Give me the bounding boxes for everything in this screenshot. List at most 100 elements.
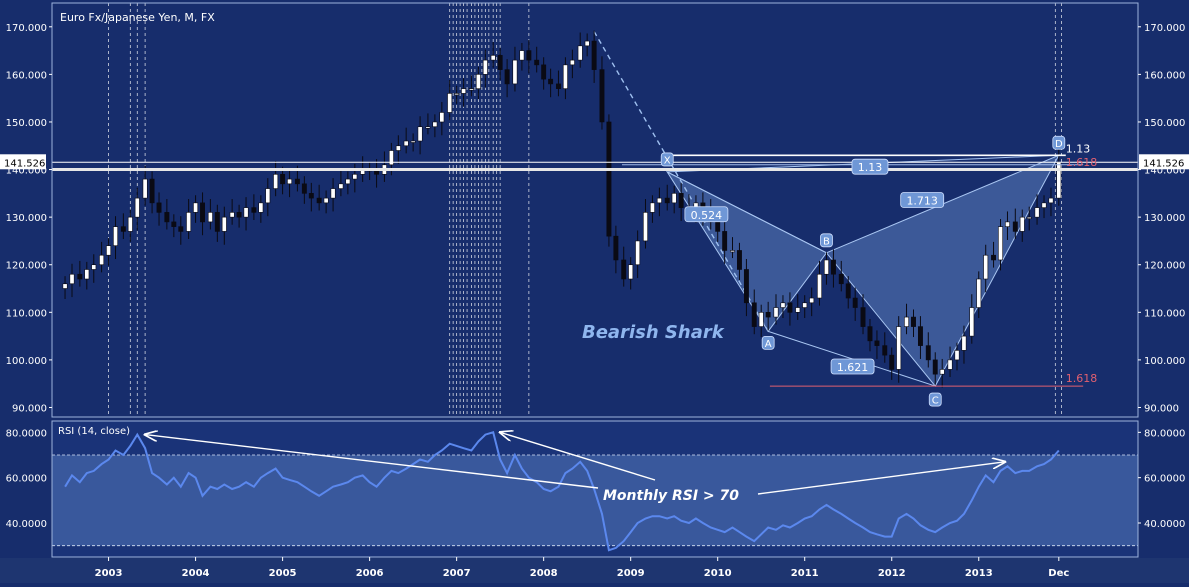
candle-up (961, 335, 967, 351)
candle-down (722, 231, 728, 251)
candle-down (860, 307, 866, 327)
candle-up (142, 178, 148, 199)
price-tag-right-bg (1139, 154, 1189, 170)
candle-down (932, 359, 938, 375)
y-tick-label-left: 100.000 (6, 356, 47, 367)
candle-down (917, 326, 923, 346)
candle-up (221, 216, 227, 232)
candle-up (1026, 216, 1032, 219)
candle-up (983, 254, 989, 280)
candle-up (947, 359, 953, 370)
candle-up (482, 59, 488, 75)
candle-up (229, 212, 235, 218)
candle-down (911, 316, 916, 327)
x-tick-label: 2007 (443, 568, 471, 579)
candle-up (425, 126, 431, 129)
candle-up (649, 202, 655, 213)
candle-down (852, 297, 858, 308)
candle-up (1048, 197, 1054, 204)
candle-up (338, 183, 344, 189)
candle-up (243, 207, 249, 218)
candle-up (287, 178, 293, 185)
candle-down (504, 69, 510, 85)
candle-down (164, 212, 170, 223)
pattern-point-marker (1052, 135, 1066, 150)
y-tick-label-left: 120.000 (6, 261, 47, 272)
ratio-label: 1.13 (858, 161, 883, 174)
price-tag-right: 141.526 (1143, 158, 1184, 169)
candle-down (280, 174, 286, 185)
candle-up (562, 64, 568, 89)
y-tick-label-right: 150.000 (1144, 118, 1185, 129)
pattern-point-label: D (1055, 139, 1063, 150)
x-tick-label: 2004 (182, 568, 210, 579)
pattern-point-label: A (765, 339, 772, 350)
rsi-tick-label-right: 80.0000 (1144, 428, 1185, 439)
candle-down (606, 121, 612, 237)
y-tick-label-left: 140.000 (6, 166, 47, 177)
rsi-arrow-2003 (145, 435, 599, 489)
candle-up (512, 59, 518, 85)
pattern-point-marker (660, 152, 674, 167)
candle-up (388, 150, 394, 166)
y-tick-label-right: 100.000 (1144, 356, 1185, 367)
candle-up (186, 212, 192, 232)
candle-up (113, 226, 118, 246)
candle-down (664, 197, 670, 204)
candle-down (678, 193, 684, 208)
candle-up (584, 40, 590, 47)
candle-down (178, 226, 184, 232)
candle-up (395, 145, 401, 151)
y-tick-label-left: 90.000 (12, 403, 47, 414)
candlesticks (62, 30, 1062, 388)
candle-up (896, 326, 902, 370)
candle-down (171, 221, 177, 227)
candle-up (809, 297, 815, 304)
price-tag-left: 141.526 (4, 158, 45, 169)
y-tick-label-right: 160.000 (1144, 70, 1185, 81)
candle-down (200, 202, 206, 223)
candle-up (780, 302, 786, 308)
level-label-1-13: 1.13 (1066, 142, 1091, 155)
vertical-markers (108, 3, 1062, 417)
candle-up (99, 254, 105, 266)
candle-up (824, 259, 829, 275)
candle-up (468, 88, 474, 91)
candle-down (497, 55, 503, 70)
candle-up (91, 264, 97, 270)
ratio-box (830, 358, 875, 375)
candle-up (62, 283, 68, 289)
candle-up (439, 112, 445, 123)
candle-up (643, 212, 648, 242)
ratio-box (684, 206, 729, 223)
rsi-tick-label-right: 40.0000 (1144, 519, 1185, 530)
candle-up (432, 121, 438, 128)
y-tick-label-right: 170.000 (1144, 23, 1185, 34)
candle-up (671, 193, 677, 204)
rsi-arrow-2013 (757, 462, 1005, 495)
candle-down (77, 273, 83, 280)
rsi-tick-label-right: 60.0000 (1144, 474, 1185, 485)
candle-down (1012, 221, 1018, 232)
rsi-series-label: RSI (14, close) (58, 426, 130, 437)
x-tick-label: 2009 (617, 568, 645, 579)
candle-up (207, 212, 213, 223)
y-tick-label-right: 130.000 (1144, 213, 1185, 224)
candle-up (475, 74, 481, 89)
candle-down (526, 50, 532, 61)
candle-down (751, 302, 757, 327)
candle-down (301, 183, 307, 194)
candle-down (838, 273, 844, 285)
candle-down (156, 202, 162, 213)
candle-down (149, 178, 155, 204)
candle-up (577, 45, 583, 61)
candle-up (773, 307, 779, 318)
candle-down (555, 83, 561, 89)
candle-up (628, 264, 634, 280)
price-tag-left-bg (0, 154, 46, 170)
time-axis-background (0, 558, 1189, 583)
y-tick-label-left: 150.000 (6, 118, 47, 129)
ratio-box (851, 158, 889, 175)
candle-up (635, 240, 641, 266)
